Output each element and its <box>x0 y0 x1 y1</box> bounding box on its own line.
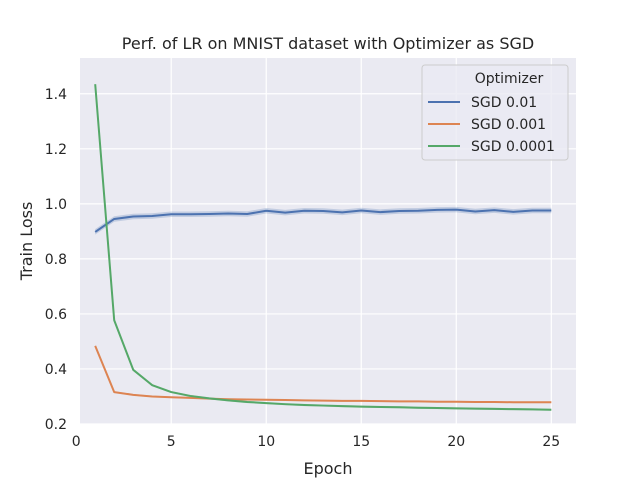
x-tick-label: 0 <box>72 434 81 450</box>
legend-title: Optimizer <box>475 71 544 87</box>
y-tick-label: 1.4 <box>45 87 67 103</box>
x-ticks: 0 5 10 15 20 25 <box>72 434 560 450</box>
x-tick-label: 25 <box>542 434 560 450</box>
series-line-1 <box>94 345 552 404</box>
y-axis-label: Train Loss <box>17 202 36 282</box>
x-tick-label: 15 <box>352 434 370 450</box>
legend-label-2: SGD 0.0001 <box>471 139 555 155</box>
series-lines <box>94 84 552 411</box>
series-line-2 <box>94 84 552 411</box>
y-tick-label: 0.6 <box>45 307 67 323</box>
y-tick-label: 0.8 <box>45 252 67 268</box>
y-tick-label: 0.2 <box>45 417 67 433</box>
chart-title: Perf. of LR on MNIST dataset with Optimi… <box>122 34 534 53</box>
y-tick-label: 1.0 <box>45 197 67 213</box>
y-tick-label: 1.2 <box>45 142 67 158</box>
series-line-0 <box>94 208 552 233</box>
legend-label-0: SGD 0.01 <box>471 95 537 111</box>
x-tick-label: 5 <box>167 434 176 450</box>
x-tick-label: 10 <box>257 434 275 450</box>
y-tick-label: 0.4 <box>45 362 67 378</box>
x-tick-label: 20 <box>447 434 465 450</box>
x-axis-label: Epoch <box>304 459 353 478</box>
legend-label-1: SGD 0.001 <box>471 117 546 133</box>
grid <box>75 58 576 425</box>
legend-box <box>421 64 569 161</box>
y-ticks: 0.2 0.4 0.6 0.8 1.0 1.2 1.4 <box>45 87 67 433</box>
legend: Optimizer SGD 0.01 SGD 0.001 SGD 0.0001 <box>421 64 569 161</box>
